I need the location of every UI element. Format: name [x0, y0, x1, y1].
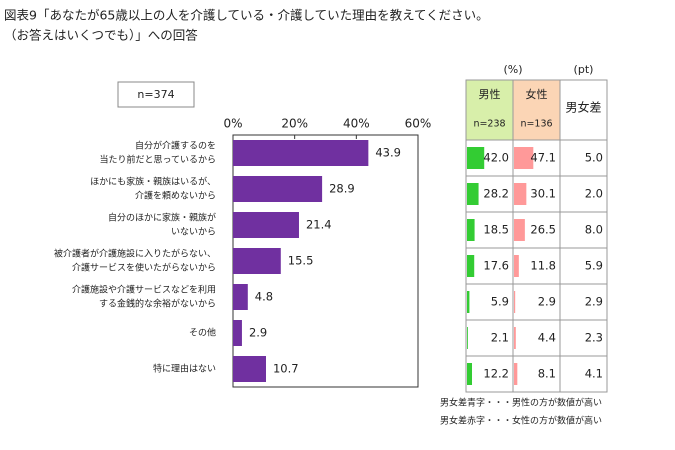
cell-value: 5.9 — [491, 295, 509, 309]
cell-value: 5.9 — [585, 259, 603, 273]
mini-bar — [514, 291, 516, 313]
cell-value: 4.1 — [585, 367, 603, 381]
cell-value: 4.4 — [538, 331, 556, 345]
cell-value: 8.1 — [538, 367, 556, 381]
mini-bar — [467, 147, 485, 169]
mini-bar — [514, 255, 519, 277]
mini-bar — [467, 183, 479, 205]
cell — [512, 319, 561, 357]
mini-bar — [467, 327, 468, 349]
cell-value: 5.0 — [585, 151, 603, 165]
mini-bar — [514, 183, 527, 205]
cell — [559, 283, 608, 321]
mini-bar — [514, 363, 518, 385]
cell-value: 28.2 — [483, 187, 509, 201]
bar — [233, 248, 281, 274]
cell — [512, 355, 561, 393]
x-tick-label: 20% — [281, 117, 308, 131]
unit-label: (%) — [503, 63, 522, 76]
column-subtitle: n=136 — [520, 119, 552, 130]
category-label: いないから — [171, 227, 216, 238]
cell-value: 11.8 — [530, 259, 556, 273]
cell — [559, 355, 608, 393]
note: 男女差赤字・・・女性の方が数値が高い — [440, 415, 602, 427]
bar — [233, 212, 299, 238]
cell-value: 2.9 — [538, 295, 556, 309]
x-tick-label: 0% — [223, 117, 242, 131]
header-cell — [559, 79, 608, 141]
mini-bar — [467, 255, 475, 277]
mini-bar — [514, 219, 525, 241]
bar — [233, 320, 242, 346]
header-cell — [512, 79, 561, 141]
category-label: 介護施設や介護サービスなどを利用 — [72, 284, 216, 296]
category-label: 自分のほかに家族・親族が — [108, 212, 216, 224]
category-label: 介護を頼めないから — [135, 190, 216, 202]
cell-value: 42.0 — [483, 151, 509, 165]
category-label: その他 — [189, 327, 216, 339]
category-label: 当たり前だと思っているから — [99, 154, 216, 166]
value-label: 28.9 — [329, 182, 355, 196]
note: 男女差青字・・・男性の方が数値が高い — [440, 397, 602, 409]
title-line: （お答えはいくつでも）」への回答 — [4, 28, 198, 43]
value-label: 4.8 — [255, 290, 273, 304]
cell-value: 2.9 — [585, 295, 603, 309]
cell-value: 2.3 — [585, 331, 603, 345]
mini-bar — [514, 327, 516, 349]
cell-value: 26.5 — [530, 223, 556, 237]
column-header: 男女差 — [565, 100, 601, 115]
category-label: 特に理由はない — [153, 363, 216, 375]
cell-value: 17.6 — [483, 259, 509, 273]
column-header: 男性 — [479, 87, 501, 101]
sample-size: n=374 — [137, 88, 174, 101]
category-label: 介護サービスを使いたがらないから — [72, 262, 216, 274]
mini-bar — [514, 147, 534, 169]
unit-label: (pt) — [574, 63, 594, 76]
bar — [233, 356, 266, 382]
x-tick-label: 40% — [343, 117, 370, 131]
mini-bar — [467, 291, 470, 313]
cell-value: 18.5 — [483, 223, 509, 237]
cell-value: 30.1 — [530, 187, 556, 201]
mini-bar — [467, 219, 475, 241]
value-label: 43.9 — [375, 146, 401, 160]
bar — [233, 176, 323, 202]
bar — [233, 140, 369, 166]
bar — [233, 284, 248, 310]
cell — [559, 139, 608, 177]
title-line: 図表9「あなたが65歳以上の人を介護している・介護していた理由を教えてください。 — [4, 8, 489, 23]
value-label: 2.9 — [249, 326, 267, 340]
cell — [465, 355, 514, 393]
value-label: 21.4 — [306, 218, 332, 232]
category-label: 自分が介護するのを — [135, 140, 216, 152]
column-subtitle: n=238 — [473, 119, 505, 130]
cell-value: 12.2 — [483, 367, 509, 381]
cell-value: 2.1 — [491, 331, 509, 345]
category-label: 被介護者が介護施設に入りたがらない、 — [54, 248, 216, 260]
x-tick-label: 60% — [405, 117, 432, 131]
sample-box — [117, 81, 195, 108]
category-label: ほかにも家族・親族はいるが、 — [90, 176, 216, 188]
cell-value: 8.0 — [585, 223, 603, 237]
value-label: 15.5 — [288, 254, 314, 268]
cell-value: 47.1 — [530, 151, 556, 165]
column-header: 女性 — [526, 87, 548, 101]
category-label: する金銭的な余裕がないから — [99, 298, 216, 310]
cell — [512, 247, 561, 285]
cell — [559, 211, 608, 249]
mini-bar — [467, 363, 473, 385]
cell — [465, 319, 514, 357]
value-label: 10.7 — [273, 362, 299, 376]
cell-value: 2.0 — [585, 187, 603, 201]
